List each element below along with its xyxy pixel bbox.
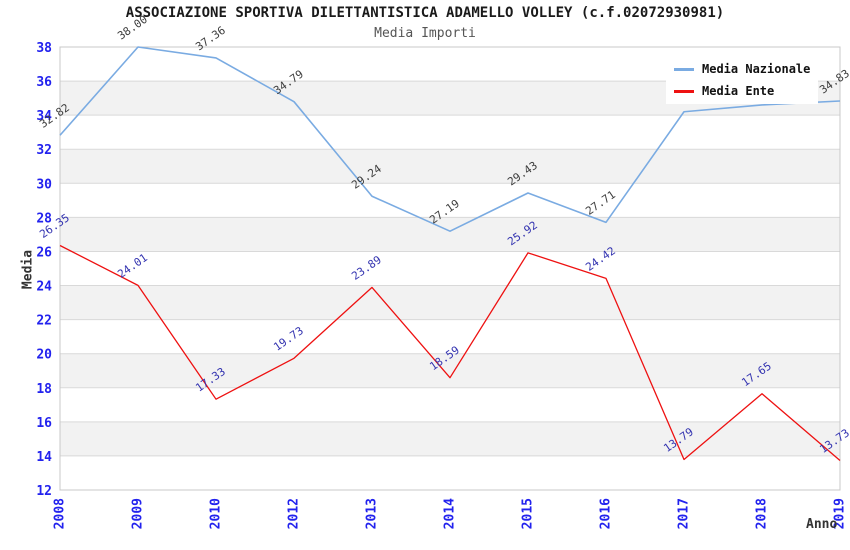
plot-band [60, 149, 840, 184]
x-tick-label: 2016 [599, 498, 614, 529]
point-label: 24.01 [115, 251, 150, 281]
x-tick-label: 2017 [677, 498, 692, 529]
y-tick-label: 32 [36, 143, 52, 158]
x-tick-label: 2008 [53, 498, 68, 529]
point-label: 19.73 [271, 324, 306, 354]
plot-band [60, 353, 840, 388]
point-label: 32.82 [37, 101, 72, 131]
x-tick-label: 2015 [521, 498, 536, 529]
y-tick-label: 20 [36, 348, 52, 363]
legend-item-media-nazionale: Media Nazionale [674, 62, 810, 76]
point-label: 23.89 [349, 253, 384, 283]
point-label: 37.36 [193, 24, 228, 54]
plot-band [60, 421, 840, 456]
chart-title: ASSOCIAZIONE SPORTIVA DILETTANTISTICA AD… [125, 5, 725, 21]
y-tick-label: 22 [36, 314, 52, 329]
plot-band [60, 217, 840, 252]
y-tick-label: 18 [36, 382, 52, 397]
y-tick-label: 36 [36, 75, 52, 90]
legend-label-media-nazionale: Media Nazionale [702, 62, 811, 76]
y-tick-label: 12 [36, 484, 52, 499]
legend-swatch-0 [674, 67, 694, 71]
y-tick-label: 14 [36, 450, 52, 465]
line-media-ente [59, 244, 841, 462]
line-media-nazionale [59, 46, 841, 232]
y-tick-label: 28 [36, 211, 52, 226]
y-axis-title: Media [20, 249, 36, 290]
legend: Media Nazionale Media Ente [666, 56, 819, 104]
x-tick-label: 2018 [755, 498, 770, 529]
x-tick-label: 2014 [443, 498, 458, 529]
point-label: 38.00 [115, 13, 150, 43]
x-axis-title: Anno [806, 517, 838, 532]
y-tick-label: 30 [36, 177, 52, 192]
legend-swatch-1 [674, 89, 694, 93]
plot-border [59, 46, 841, 491]
y-tick-label: 24 [36, 280, 52, 295]
y-tick-label: 38 [36, 41, 52, 56]
x-tick-label: 2009 [131, 498, 146, 529]
x-tick-label: 2012 [287, 498, 302, 529]
x-tick-label: 2019 [833, 498, 848, 529]
chart-subtitle: Media Importi [374, 26, 476, 41]
x-tick-label: 2010 [209, 498, 224, 529]
legend-label-media-ente: Media Ente [702, 84, 775, 98]
y-tick-label: 16 [36, 416, 52, 431]
y-tick-label: 34 [36, 109, 52, 124]
y-tick-label: 26 [36, 245, 52, 260]
plot-band [60, 285, 840, 320]
x-tick-label: 2013 [365, 498, 380, 529]
legend-item-media-ente: Media Ente [674, 84, 810, 98]
